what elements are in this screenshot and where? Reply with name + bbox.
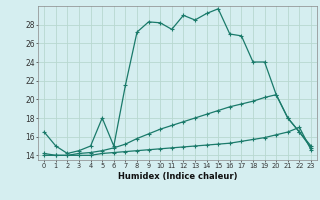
X-axis label: Humidex (Indice chaleur): Humidex (Indice chaleur) [118,172,237,181]
